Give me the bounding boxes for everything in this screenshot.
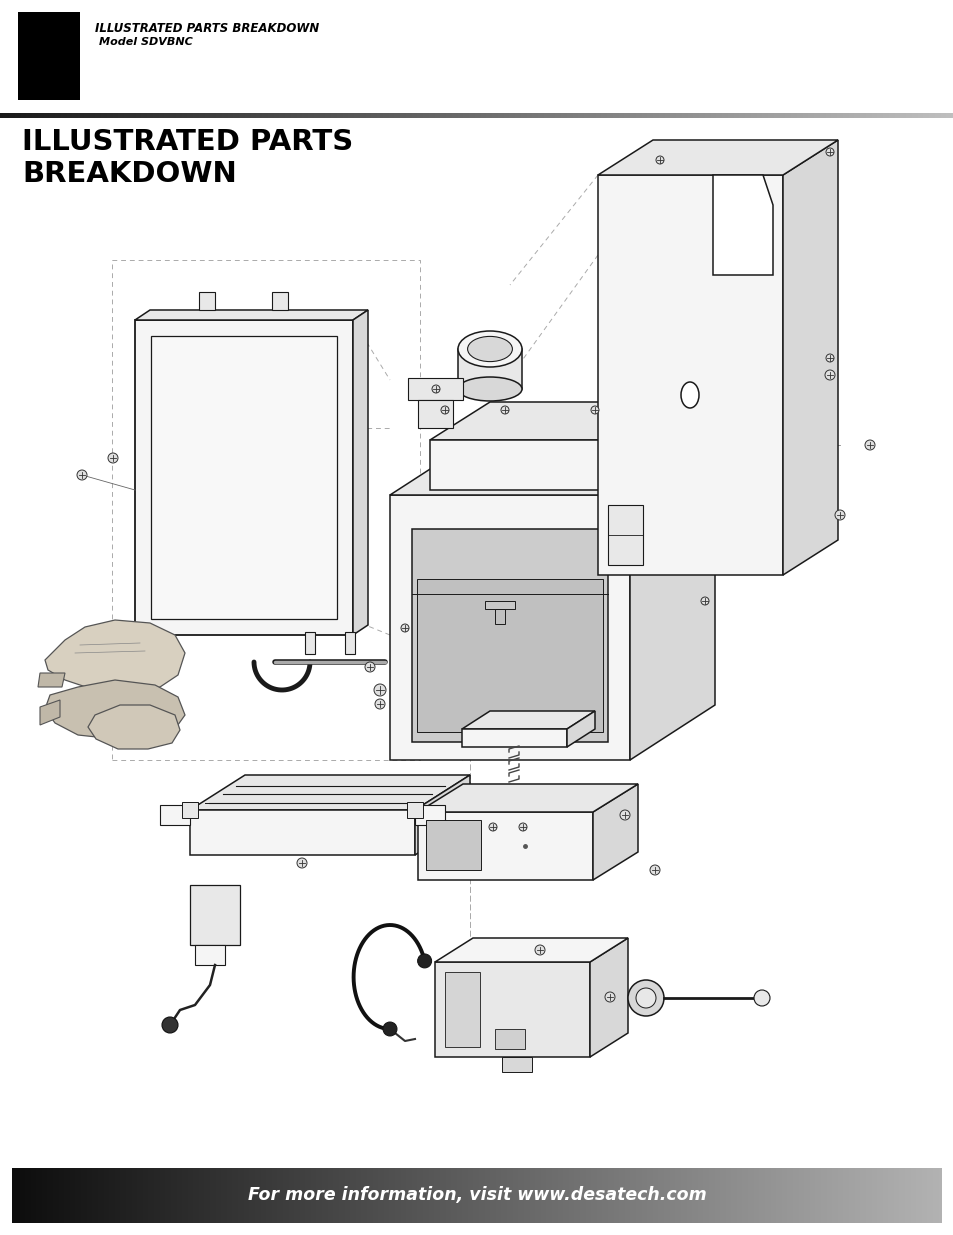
Bar bbox=[18, 12, 80, 100]
Polygon shape bbox=[461, 729, 566, 747]
Circle shape bbox=[417, 953, 431, 968]
Bar bbox=[190, 885, 240, 945]
Bar bbox=[412, 529, 607, 742]
Circle shape bbox=[604, 992, 615, 1002]
Polygon shape bbox=[45, 680, 185, 739]
Circle shape bbox=[649, 864, 659, 876]
Circle shape bbox=[700, 597, 708, 605]
Polygon shape bbox=[135, 310, 368, 320]
Polygon shape bbox=[435, 962, 589, 1057]
Polygon shape bbox=[604, 403, 664, 490]
Polygon shape bbox=[199, 291, 214, 310]
Polygon shape bbox=[461, 711, 595, 729]
Text: Model SDVBNC: Model SDVBNC bbox=[99, 37, 193, 47]
Polygon shape bbox=[190, 810, 415, 855]
Bar bbox=[444, 972, 479, 1047]
Bar bbox=[484, 601, 515, 609]
Circle shape bbox=[500, 406, 509, 414]
Bar bbox=[501, 1057, 532, 1072]
Polygon shape bbox=[415, 776, 470, 855]
Polygon shape bbox=[589, 939, 627, 1057]
Bar bbox=[194, 945, 225, 965]
Circle shape bbox=[440, 406, 449, 414]
Bar bbox=[416, 579, 602, 732]
Polygon shape bbox=[390, 440, 714, 495]
Bar bbox=[408, 378, 462, 400]
Polygon shape bbox=[598, 175, 782, 576]
Polygon shape bbox=[782, 140, 837, 576]
Polygon shape bbox=[435, 939, 627, 962]
Circle shape bbox=[382, 1023, 396, 1036]
Polygon shape bbox=[417, 811, 593, 881]
Polygon shape bbox=[353, 310, 368, 635]
Circle shape bbox=[432, 385, 439, 393]
Circle shape bbox=[77, 471, 87, 480]
Polygon shape bbox=[190, 776, 470, 810]
Text: ILLUSTRATED PARTS: ILLUSTRATED PARTS bbox=[22, 128, 353, 156]
Bar bbox=[495, 609, 504, 624]
Circle shape bbox=[489, 823, 497, 831]
Circle shape bbox=[375, 699, 385, 709]
Circle shape bbox=[825, 354, 833, 362]
Bar bbox=[305, 632, 314, 655]
Polygon shape bbox=[430, 440, 604, 490]
Circle shape bbox=[365, 662, 375, 672]
Text: BREAKDOWN: BREAKDOWN bbox=[22, 161, 236, 188]
Circle shape bbox=[400, 624, 409, 632]
Circle shape bbox=[824, 370, 834, 380]
Polygon shape bbox=[88, 705, 180, 748]
Circle shape bbox=[627, 981, 663, 1016]
Polygon shape bbox=[457, 350, 521, 389]
Polygon shape bbox=[135, 320, 353, 635]
Polygon shape bbox=[390, 495, 629, 760]
Polygon shape bbox=[45, 620, 185, 693]
Circle shape bbox=[535, 945, 544, 955]
Text: For more information, visit www.desatech.com: For more information, visit www.desatech… bbox=[248, 1186, 705, 1204]
Circle shape bbox=[162, 1016, 178, 1032]
Polygon shape bbox=[593, 784, 638, 881]
Bar bbox=[415, 805, 444, 825]
Bar bbox=[345, 632, 355, 655]
Polygon shape bbox=[417, 784, 638, 811]
Bar bbox=[417, 400, 453, 429]
Bar bbox=[151, 336, 336, 619]
Ellipse shape bbox=[457, 331, 521, 367]
Circle shape bbox=[825, 148, 833, 156]
Ellipse shape bbox=[457, 377, 521, 401]
Polygon shape bbox=[566, 711, 595, 747]
Circle shape bbox=[619, 810, 629, 820]
Polygon shape bbox=[598, 140, 837, 175]
Ellipse shape bbox=[680, 382, 699, 408]
Polygon shape bbox=[38, 673, 65, 687]
Bar bbox=[426, 820, 480, 869]
Bar bbox=[182, 802, 198, 818]
Polygon shape bbox=[272, 291, 288, 310]
Polygon shape bbox=[40, 700, 60, 725]
Bar bbox=[607, 505, 642, 564]
Polygon shape bbox=[430, 403, 664, 440]
Circle shape bbox=[864, 440, 874, 450]
Circle shape bbox=[108, 453, 118, 463]
Polygon shape bbox=[629, 440, 714, 760]
Circle shape bbox=[590, 406, 598, 414]
Bar bbox=[495, 1029, 524, 1049]
Polygon shape bbox=[712, 175, 772, 275]
Circle shape bbox=[834, 510, 844, 520]
Bar bbox=[160, 805, 190, 825]
Circle shape bbox=[656, 156, 663, 164]
Circle shape bbox=[636, 988, 656, 1008]
Circle shape bbox=[753, 990, 769, 1007]
Circle shape bbox=[296, 858, 307, 868]
Ellipse shape bbox=[467, 336, 512, 362]
Bar bbox=[407, 802, 422, 818]
Text: ILLUSTRATED PARTS BREAKDOWN: ILLUSTRATED PARTS BREAKDOWN bbox=[95, 22, 319, 35]
Circle shape bbox=[374, 684, 386, 697]
Circle shape bbox=[518, 823, 526, 831]
